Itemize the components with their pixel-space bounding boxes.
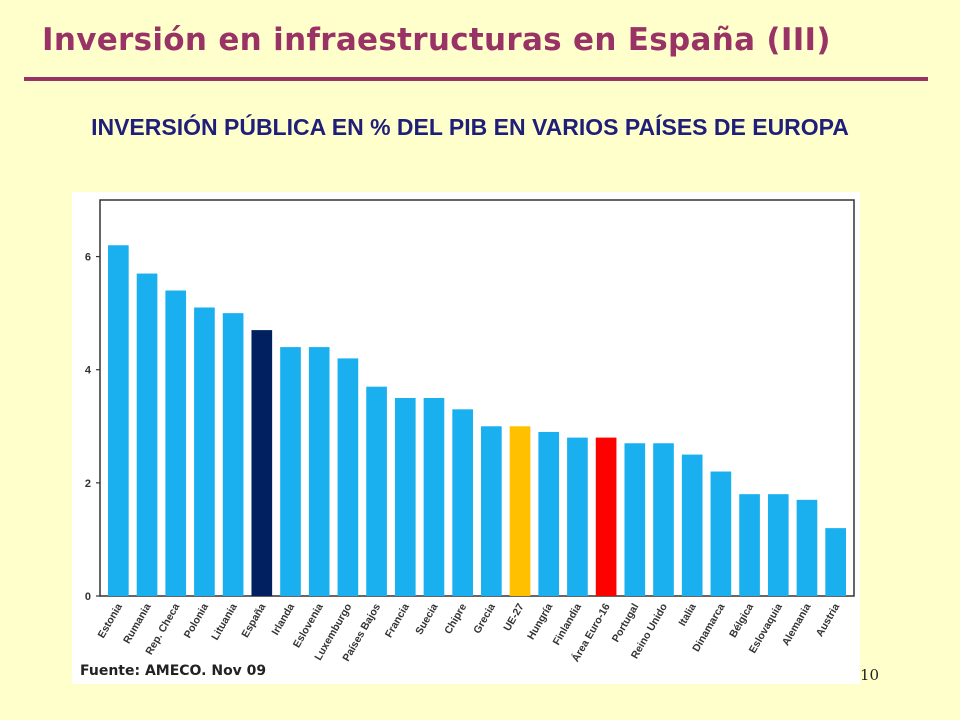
y-tick-label: 6	[85, 252, 91, 264]
bar	[337, 358, 359, 596]
bar	[481, 426, 502, 596]
category-label: Francia	[383, 601, 412, 639]
bar	[681, 454, 703, 596]
plot-frame	[99, 199, 855, 597]
bar	[194, 307, 215, 596]
category-label: Hungría	[525, 601, 555, 641]
bar	[452, 409, 473, 596]
category-label: Rumania	[121, 601, 154, 646]
category-label: Portugal	[610, 601, 642, 644]
category-label: Irlanda	[269, 601, 297, 637]
category-label: Chipre	[442, 601, 469, 636]
category-label: Suecia	[413, 601, 440, 636]
bar	[165, 290, 187, 596]
bar	[222, 313, 244, 596]
bar	[308, 347, 330, 596]
chart-panel: 0 2 4 6 Estonia Rumania Rep. Checa Polonia Litu…	[72, 192, 860, 684]
bar	[739, 494, 760, 596]
bar	[710, 471, 732, 596]
chart-heading: INVERSIÓN PÚBLICA EN % DEL PIB EN VARIOS…	[91, 114, 849, 140]
bar	[825, 528, 846, 596]
bar	[624, 443, 646, 596]
bar	[251, 330, 273, 596]
axis-layer	[96, 199, 855, 597]
bar	[366, 386, 387, 596]
tick-label-layer: 0 2 4 6	[85, 252, 92, 603]
bar	[767, 494, 789, 596]
bar	[796, 499, 818, 596]
bar	[595, 437, 617, 596]
y-tick-label: 0	[85, 591, 91, 603]
bar	[509, 426, 531, 596]
title-divider	[24, 77, 928, 81]
page-number: 10	[860, 666, 880, 684]
bar-layer	[108, 245, 846, 596]
category-label: España	[239, 601, 268, 639]
bar	[653, 443, 674, 596]
category-label: UE-27	[501, 601, 526, 633]
category-label: Polonia	[182, 601, 211, 640]
bar	[567, 437, 588, 596]
category-label: Grecia	[471, 601, 498, 635]
source-note: Fuente: AMECO. Nov 09	[80, 663, 267, 679]
slide-title: Inversión en infraestructuras en España …	[42, 22, 831, 58]
bar	[538, 431, 560, 596]
category-label: Lituania	[209, 601, 240, 642]
category-label: Bélgica	[727, 601, 756, 639]
bar	[108, 245, 129, 596]
category-label: Estonia	[96, 601, 125, 640]
category-label: Alemania	[780, 601, 814, 648]
bar	[136, 273, 158, 596]
y-tick-label: 4	[85, 365, 92, 377]
y-tick-label: 2	[85, 478, 91, 490]
bar	[280, 347, 301, 596]
bar	[423, 398, 445, 596]
category-label: Austria	[814, 601, 843, 638]
category-label: Italia	[676, 601, 698, 628]
bar	[394, 398, 416, 596]
